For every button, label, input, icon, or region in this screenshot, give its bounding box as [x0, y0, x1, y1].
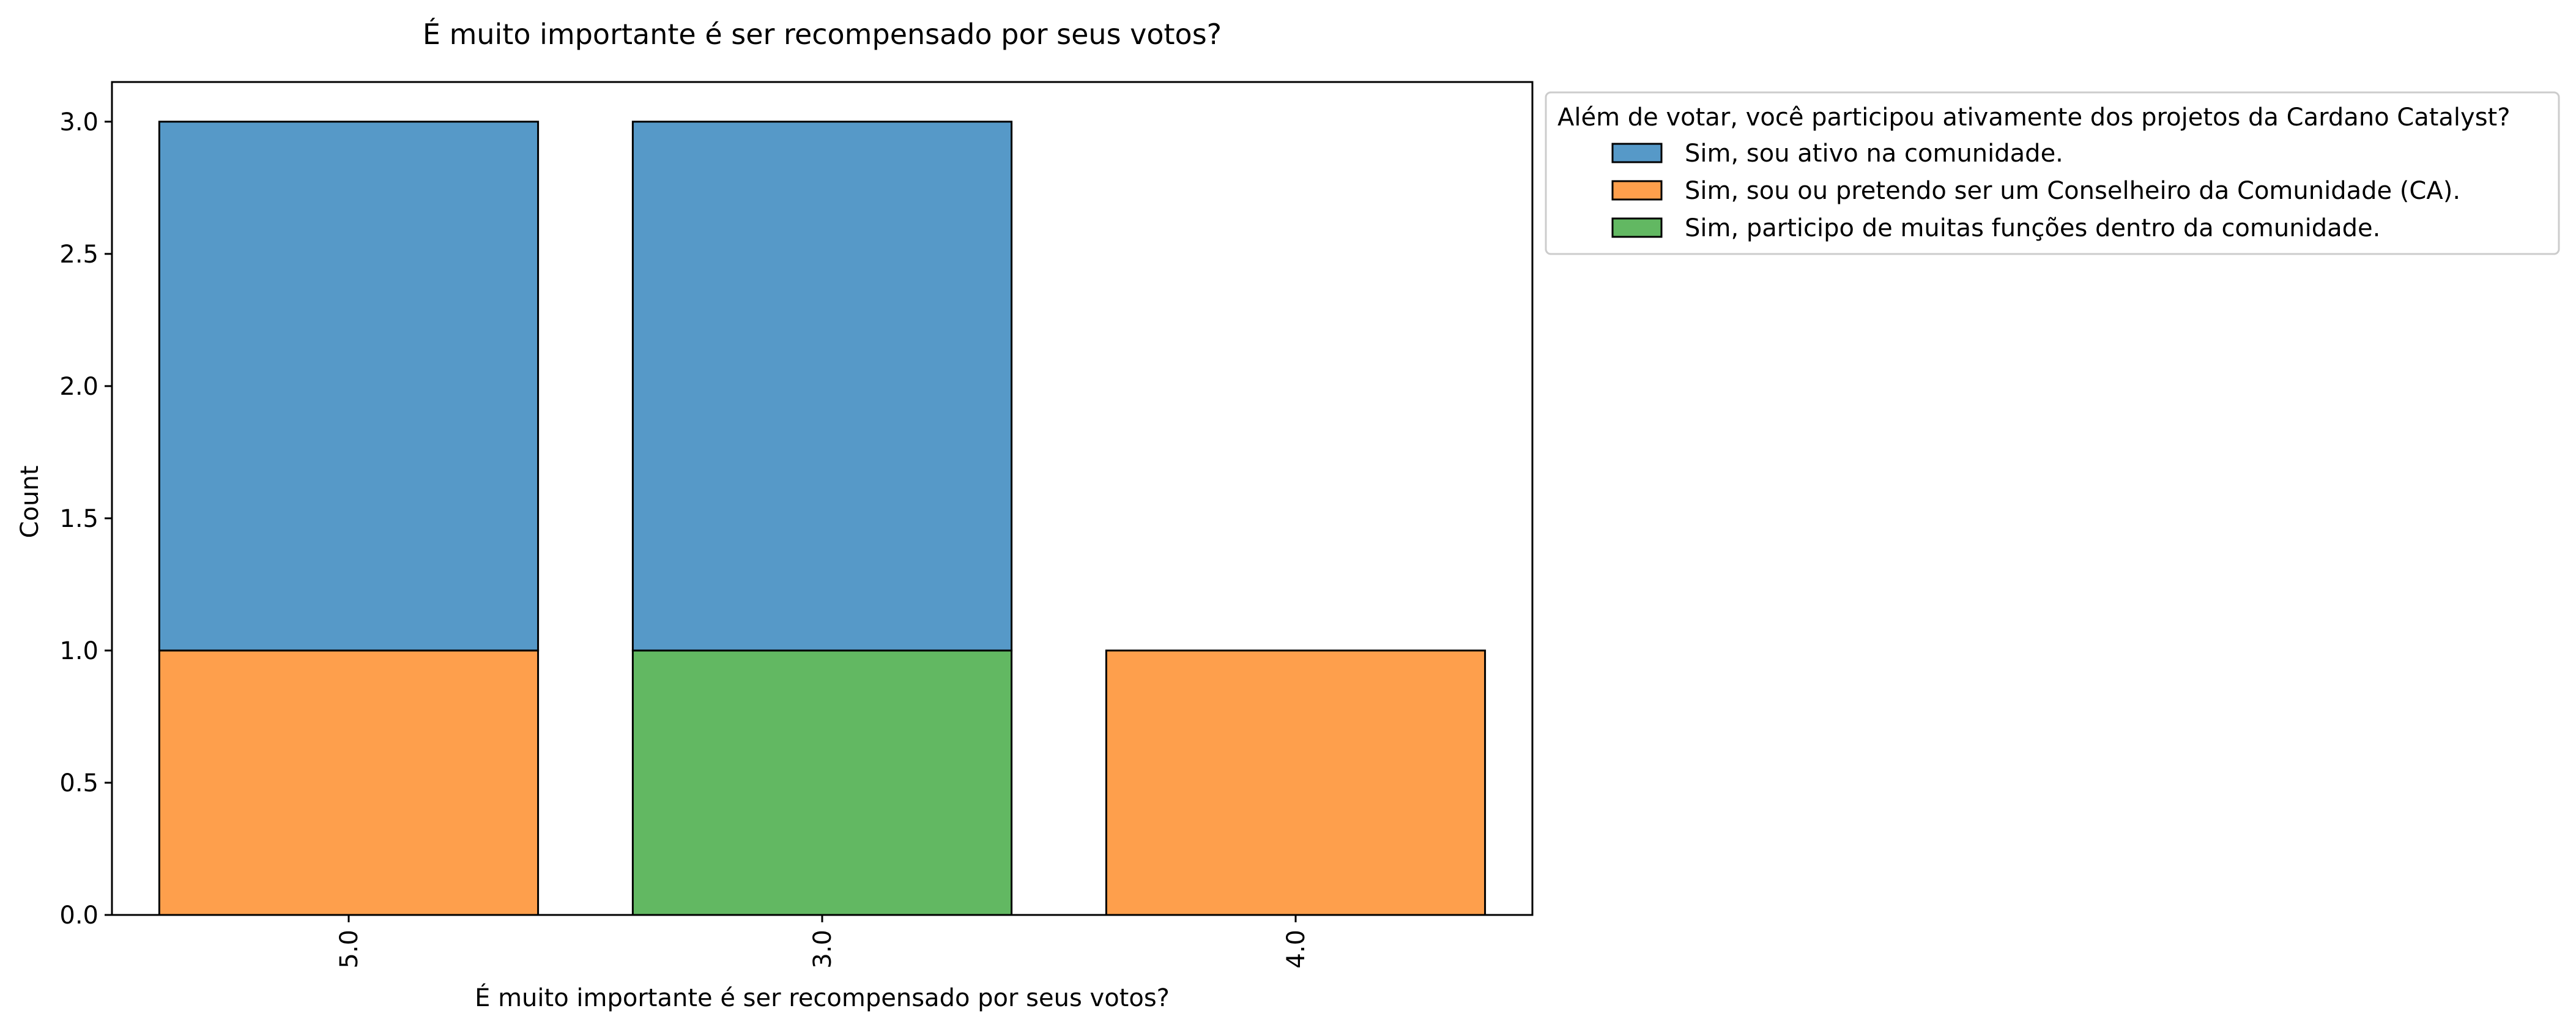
legend: Além de votar, você participou ativament…	[1545, 91, 2560, 255]
y-tick-label: 2.0	[59, 373, 98, 401]
plot-frame	[111, 81, 1534, 916]
bar-3-0-sim-sou-ativo-na-comunid	[631, 121, 1013, 652]
x-tick-label: 4.0	[1282, 930, 1310, 969]
x-axis-label: É muito importante é ser recompensado po…	[475, 983, 1170, 1012]
x-tick-label: 3.0	[809, 930, 837, 969]
ticks-layer: 5.0 3.0 4.0 0.0 0.5 1.0 1.5 2.0 2.5 3.0	[59, 108, 1310, 969]
y-tick-label: 0.0	[59, 901, 98, 930]
legend-entries: Sim, sou ativo na comunidade. Sim, sou ou…	[1611, 140, 2460, 242]
legend-label: Sim, participo de muitas funções dentro …	[1685, 214, 2380, 242]
legend-swatch	[1611, 217, 1663, 238]
legend-swatch	[1611, 180, 1663, 201]
y-tick-label: 2.5	[59, 241, 98, 269]
bar-4-0-sim-sou-ou-pretendo-ser-	[1105, 649, 1487, 916]
y-axis-label: Count	[16, 466, 44, 539]
legend-label: Sim, sou ativo na comunidade.	[1685, 140, 2063, 168]
legend-title: Além de votar, você participou ativament…	[1557, 103, 2510, 132]
legend-swatch	[1611, 143, 1663, 163]
bar-3-0-sim-participo-de-muitas-	[631, 649, 1013, 916]
y-tick-label: 0.5	[59, 769, 98, 797]
bar-5-0-sim-sou-ou-pretendo-ser-	[158, 649, 540, 916]
legend-frame	[1545, 91, 2560, 255]
y-tick-label: 1.5	[59, 505, 98, 533]
y-tick-label: 1.0	[59, 637, 98, 665]
legend-label: Sim, sou ou pretendo ser um Conselheiro …	[1685, 177, 2460, 205]
x-tick-label: 5.0	[335, 930, 363, 969]
bars-layer	[158, 121, 1487, 916]
y-tick-label: 3.0	[59, 108, 98, 136]
chart-title: É muito importante é ser recompensado po…	[423, 18, 1222, 51]
bar-5-0-sim-sou-ativo-na-comunid	[158, 121, 540, 652]
